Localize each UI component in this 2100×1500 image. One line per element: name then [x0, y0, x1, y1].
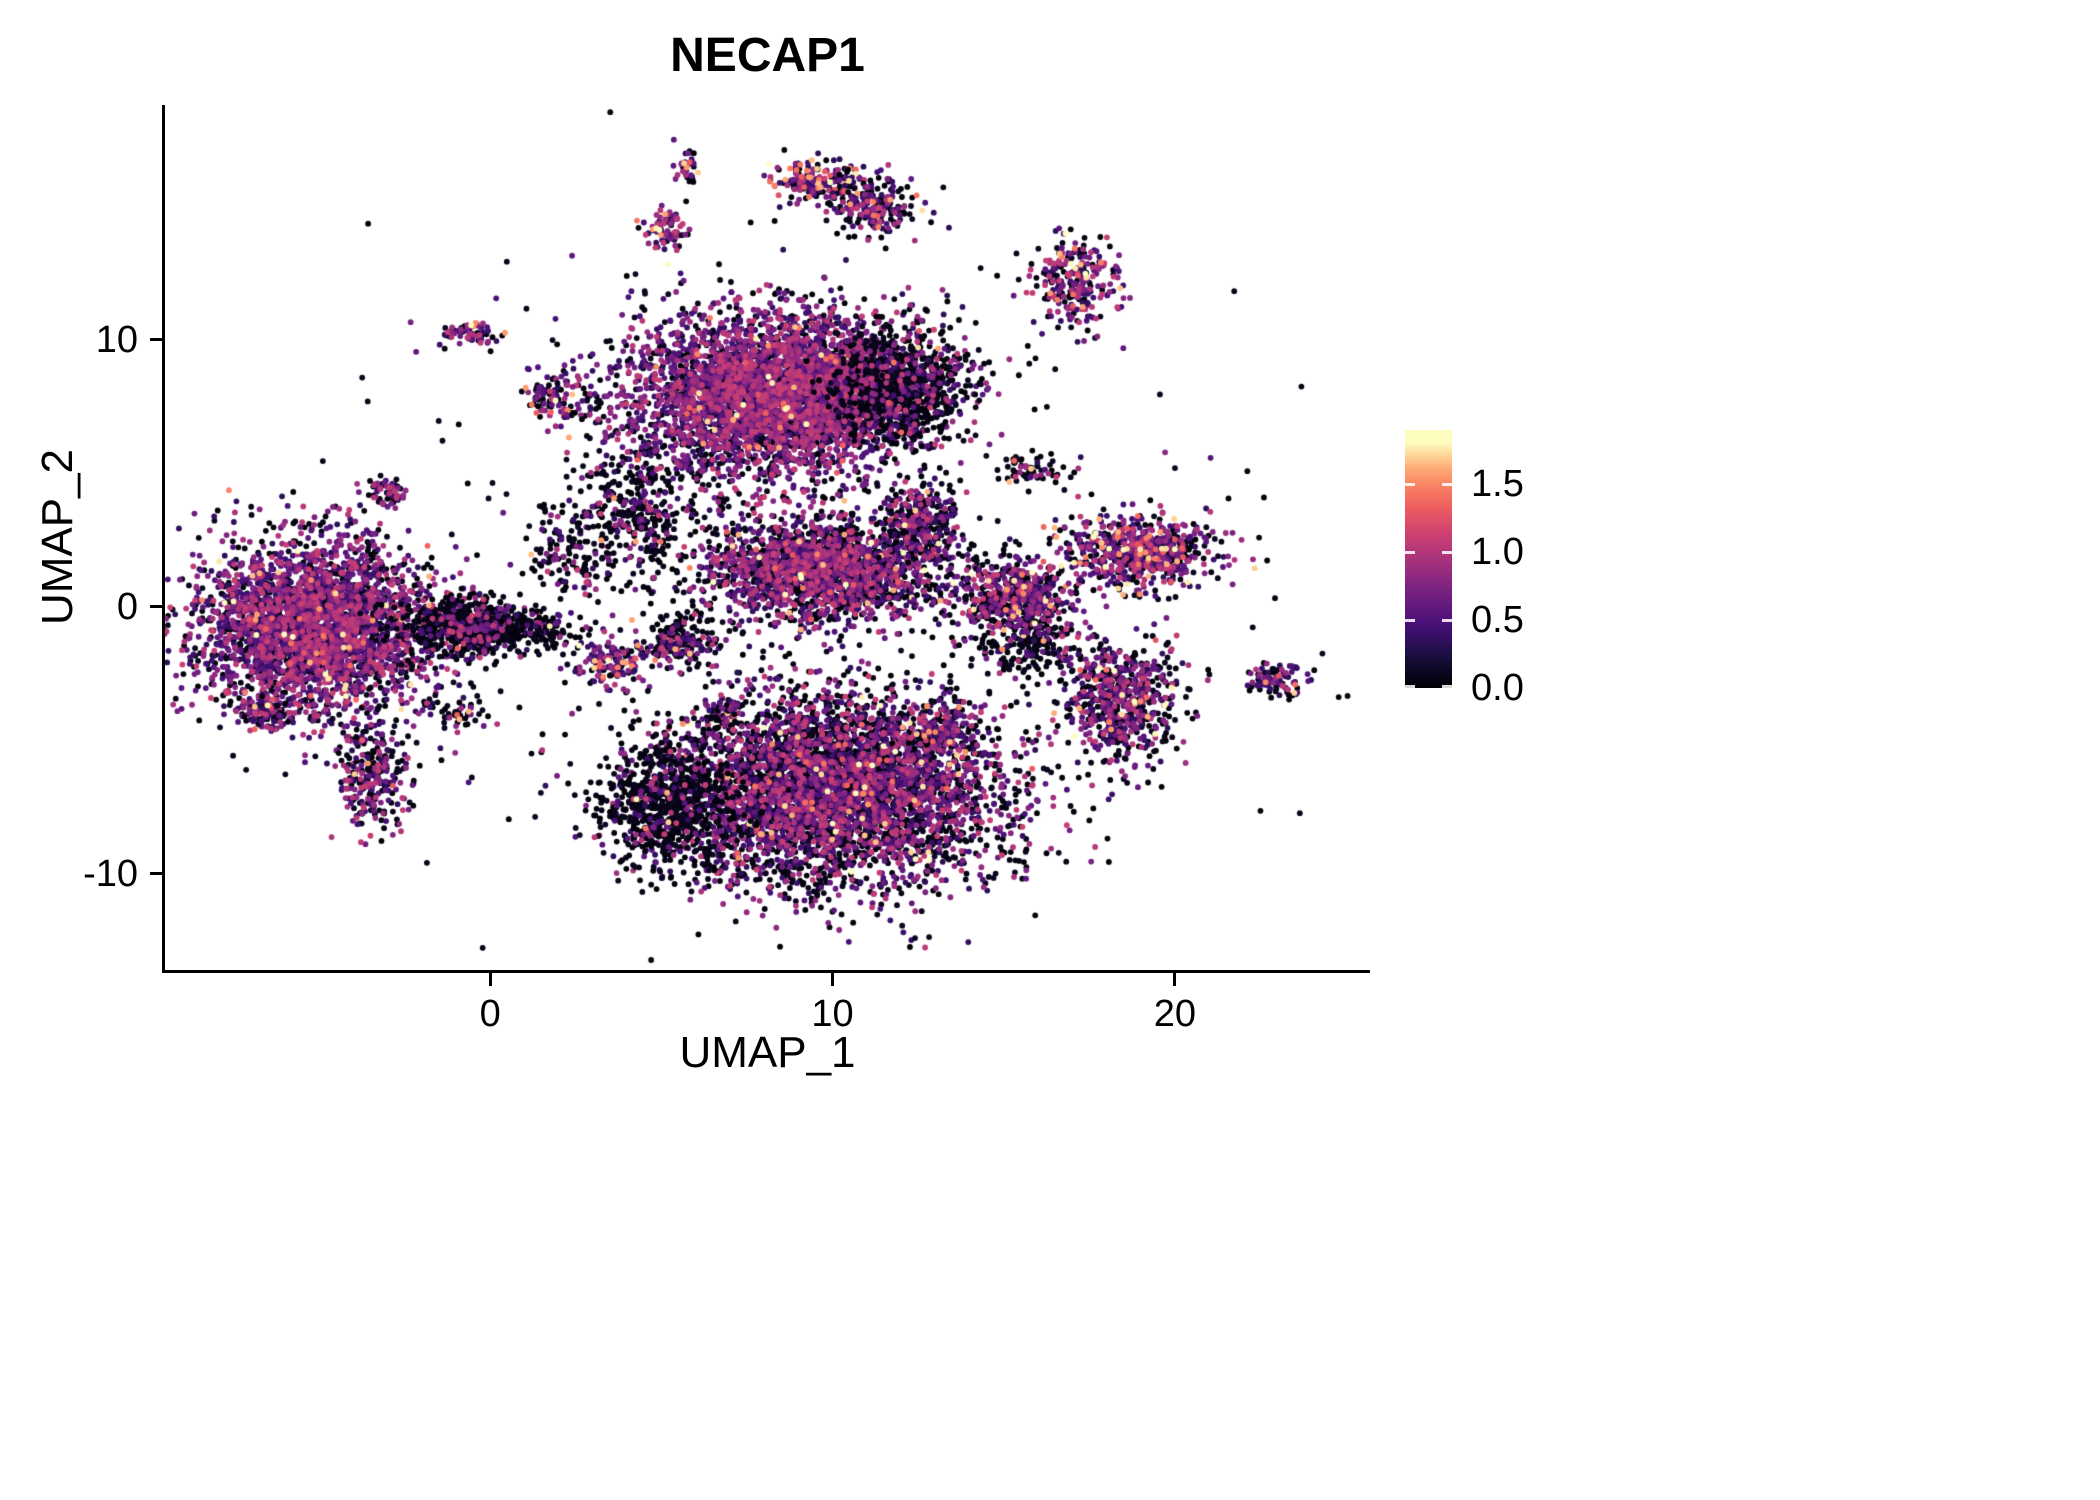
y-tick-mark: [150, 872, 163, 876]
colorbar-tick-labels: 1.5 1.0 0.5 0.0: [1471, 430, 1671, 708]
x-tick-label: 10: [811, 993, 854, 1035]
colorbar-gradient: [1405, 430, 1452, 688]
scatter-canvas: [165, 105, 1370, 970]
plot-panel: [165, 105, 1370, 970]
colorbar-tick-mark: [1405, 550, 1415, 554]
x-axis-label: UMAP_1: [679, 1028, 856, 1077]
x-tick-mark: [831, 973, 835, 986]
colorbar-tick-mark: [1405, 685, 1415, 688]
colorbar-tick-mark: [1405, 482, 1415, 486]
y-tick-label: 10: [95, 318, 138, 361]
x-axis-ticks: 0 10 20: [165, 973, 1370, 1053]
colorbar-tick-mark: [1442, 618, 1452, 622]
colorbar-tick-label: 1.5: [1471, 463, 1524, 506]
colorbar-tick-mark: [1405, 618, 1415, 622]
y-axis-ticks: 10 0 -10: [0, 105, 165, 970]
y-tick-label: 0: [116, 585, 138, 628]
colorbar-tick-label: 0.0: [1471, 667, 1524, 709]
colorbar-legend: 1.5 1.0 0.5 0.0: [1405, 430, 1705, 730]
x-tick-mark: [1173, 973, 1177, 986]
x-axis-line: [162, 970, 1370, 973]
y-tick-mark: [150, 605, 163, 609]
colorbar-tick-mark: [1442, 685, 1452, 688]
colorbar-tick-label: 0.5: [1471, 599, 1524, 642]
x-tick-label: 20: [1153, 993, 1196, 1035]
colorbar-tick-label: 1.0: [1471, 531, 1524, 574]
y-axis-line: [162, 105, 165, 973]
y-tick-mark: [150, 338, 163, 342]
colorbar-tick-mark: [1442, 482, 1452, 486]
x-tick-mark: [488, 973, 492, 986]
plot-title: NECAP1: [670, 29, 865, 82]
colorbar-tick-mark: [1442, 550, 1452, 554]
x-tick-label: 0: [479, 993, 501, 1035]
y-axis-label: UMAP_2: [33, 448, 82, 626]
y-tick-label: -10: [83, 852, 138, 895]
